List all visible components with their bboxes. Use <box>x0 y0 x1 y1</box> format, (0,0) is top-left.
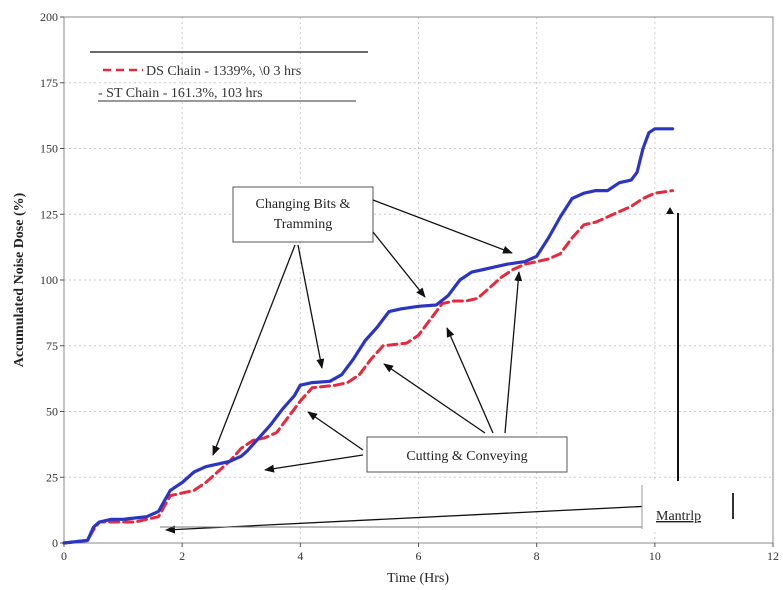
arrow-changing-bits-3 <box>372 231 426 298</box>
arrow-changing-bits-2 <box>297 244 325 369</box>
x-tick-label: 0 <box>61 549 67 563</box>
x-tick-label: 4 <box>297 549 303 563</box>
x-tick-label: 2 <box>179 549 185 563</box>
y-tick-label: 125 <box>40 207 58 221</box>
changing-bits-label-line2: Tramming <box>274 217 333 232</box>
y-axis-title: Accumulated Noise Dose (%) <box>12 192 27 367</box>
grid <box>64 17 773 543</box>
y-tick-label: 100 <box>40 273 58 287</box>
series-layer <box>62 127 675 545</box>
y-tick-label: 25 <box>46 470 58 484</box>
arrow-changing-bits-4 <box>372 199 513 254</box>
y-tick-label: 200 <box>40 10 58 24</box>
legend: DS Chain - 1339%, \0 3 hrs - ST Chain - … <box>90 51 368 102</box>
x-tick-label: 8 <box>534 549 540 563</box>
arrow-cutting-4 <box>446 327 494 434</box>
y-tick-label: 50 <box>46 405 58 419</box>
y-tick-label: 150 <box>40 142 58 156</box>
arrow-changing-bits-1 <box>212 244 296 456</box>
arrow-cutting-2 <box>307 411 364 451</box>
x-tick-label: 10 <box>649 549 661 563</box>
annotations: Changing Bits & Tramming Cutting & Conve… <box>160 186 768 534</box>
legend-st-label: - ST Chain - 161.3%, 103 hrs <box>98 86 263 101</box>
y-tick-label: 0 <box>52 536 58 550</box>
legend-ds-label: DS Chain - 1339%, \0 3 hrs <box>146 64 301 79</box>
arrow-cutting-5 <box>504 271 523 434</box>
arrow-mantrip <box>165 504 673 534</box>
changing-bits-box <box>232 186 374 243</box>
x-tick-label: 6 <box>416 549 422 563</box>
mantrip-vertical-arrowhead <box>666 207 674 214</box>
arrow-cutting-1 <box>264 454 364 473</box>
y-tick-label: 75 <box>46 339 58 353</box>
y-tick-label: 175 <box>40 76 58 90</box>
mantrip-label: Mantrlp <box>656 509 701 524</box>
mantrip-box <box>642 481 768 529</box>
x-axis-title: Time (Hrs) <box>387 571 449 586</box>
ds-chain-line <box>62 189 675 545</box>
st-chain-line <box>62 127 675 545</box>
x-tick-label: 12 <box>767 549 779 563</box>
arrow-cutting-3 <box>383 363 486 434</box>
cutting-conveying-label: Cutting & Conveying <box>406 449 527 464</box>
axis-ticks: 0 2 4 6 8 10 12 0 25 50 75 100 125 150 175 200 <box>40 10 779 563</box>
changing-bits-label-line1: Changing Bits & <box>256 197 351 212</box>
cutting-conveying-box <box>366 436 568 473</box>
